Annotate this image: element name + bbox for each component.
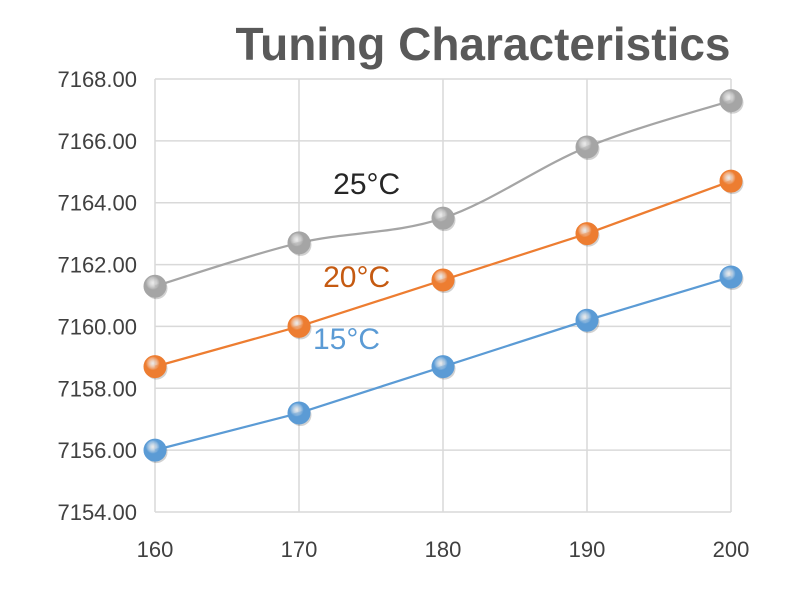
data-point-25c xyxy=(287,231,312,256)
data-point-20c xyxy=(431,268,456,294)
data-point-20c xyxy=(575,222,600,247)
series-25c xyxy=(143,89,744,300)
data-point-15c xyxy=(143,438,168,464)
series-label-annotation: 15°C xyxy=(313,323,380,356)
gridlines xyxy=(154,78,732,513)
y-axis-ticks: 7154.00 7156.00 7158.00 7160.00 7162.00 7164.… xyxy=(57,67,137,525)
y-tick-label: 7164.00 xyxy=(57,191,137,216)
y-tick-label: 7166.00 xyxy=(57,129,137,154)
y-tick-label: 7158.00 xyxy=(57,376,137,401)
y-tick-label: 7168.00 xyxy=(57,67,137,92)
y-tick-label: 7162.00 xyxy=(57,253,137,278)
x-tick-label: 190 xyxy=(569,537,606,562)
data-point-25c xyxy=(143,274,168,300)
x-tick-label: 200 xyxy=(713,537,750,562)
series-layer xyxy=(143,89,744,464)
x-tick-label: 160 xyxy=(137,537,174,562)
chart-title: Tuning Characteristics xyxy=(235,18,730,70)
data-point-25c xyxy=(431,206,456,232)
series-20c xyxy=(143,169,744,380)
data-point-20c xyxy=(143,355,168,380)
data-point-25c xyxy=(719,89,744,114)
data-point-25c xyxy=(575,135,600,161)
x-tick-label: 180 xyxy=(425,537,462,562)
series-label-annotation: 20°C xyxy=(323,261,390,294)
data-point-15c xyxy=(719,265,744,290)
y-tick-label: 7160.00 xyxy=(57,314,137,339)
data-point-20c xyxy=(719,169,744,195)
series-15c xyxy=(143,265,744,464)
data-point-20c xyxy=(287,314,312,340)
x-axis-ticks: 160 170 180 190 200 xyxy=(137,537,750,562)
annotations: 25°C 20°C 15°C xyxy=(313,168,400,356)
data-point-15c xyxy=(431,355,456,380)
series-label-annotation: 25°C xyxy=(333,168,400,201)
x-tick-label: 170 xyxy=(281,537,318,562)
y-tick-label: 7156.00 xyxy=(57,438,137,463)
y-tick-label: 7154.00 xyxy=(57,500,137,525)
data-point-15c xyxy=(575,308,600,334)
data-point-15c xyxy=(287,401,312,427)
